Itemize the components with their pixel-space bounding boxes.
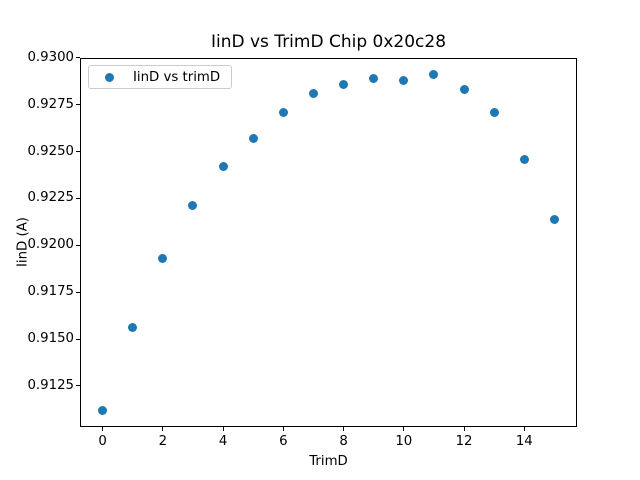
x-tick-mark [523, 427, 525, 431]
x-tick-mark [403, 427, 405, 431]
x-tick-label: 6 [279, 434, 288, 449]
scatter-point [339, 79, 349, 89]
y-tick-mark [76, 385, 80, 387]
scatter-point [459, 85, 469, 95]
y-tick-mark [76, 338, 80, 340]
x-axis-label: TrimD [309, 454, 348, 469]
x-tick-label: 14 [515, 434, 533, 449]
x-tick-mark [162, 427, 164, 431]
y-tick-label: 0.9250 [27, 143, 74, 159]
y-tick-label: 0.9200 [27, 237, 74, 253]
x-tick-label: 4 [218, 434, 228, 449]
y-tick-mark [76, 104, 80, 106]
y-tick-label: 0.9300 [27, 49, 74, 65]
scatter-point [248, 133, 258, 143]
scatter-point [188, 201, 198, 211]
y-tick-label: 0.9275 [27, 96, 74, 112]
legend-marker-dot-icon [105, 72, 114, 82]
y-tick-mark [76, 197, 80, 199]
legend-label: IinD vs trimD [133, 69, 221, 85]
y-tick-label: 0.9150 [27, 331, 74, 346]
y-axis-label: IinD (A) [15, 217, 31, 267]
x-tick-label: 0 [98, 434, 107, 449]
plot-area [80, 58, 577, 427]
scatter-point [128, 323, 138, 333]
x-tick-mark [463, 427, 465, 431]
scatter-point [218, 162, 228, 172]
y-tick-mark [76, 57, 80, 59]
y-tick-mark [76, 244, 80, 246]
x-tick-label: 12 [455, 434, 473, 449]
x-tick-mark [343, 427, 345, 431]
scatter-point [399, 75, 409, 85]
scatter-point [369, 74, 379, 84]
y-tick-label: 0.9125 [27, 377, 74, 393]
scatter-point [308, 89, 318, 98]
chart-title: IinD vs TrimD Chip 0x20c28 [210, 32, 447, 52]
scatter-point [158, 253, 168, 263]
y-tick-label: 0.9225 [27, 190, 74, 206]
x-tick-mark [282, 427, 284, 431]
scatter-point [429, 70, 439, 80]
legend: IinD vs trimD [88, 65, 232, 89]
x-tick-mark [102, 427, 104, 431]
scatter-point [98, 405, 108, 415]
x-tick-label: 10 [395, 434, 413, 449]
y-tick-label: 0.9175 [27, 284, 74, 300]
y-tick-mark [76, 291, 80, 293]
scatter-point [489, 107, 499, 117]
x-tick-label: 8 [339, 434, 348, 449]
scatter-point [519, 154, 529, 164]
scatter-point [549, 214, 559, 224]
y-tick-mark [76, 151, 80, 153]
scatter-point [278, 107, 288, 117]
x-tick-label: 2 [158, 434, 168, 449]
x-tick-mark [222, 427, 224, 431]
